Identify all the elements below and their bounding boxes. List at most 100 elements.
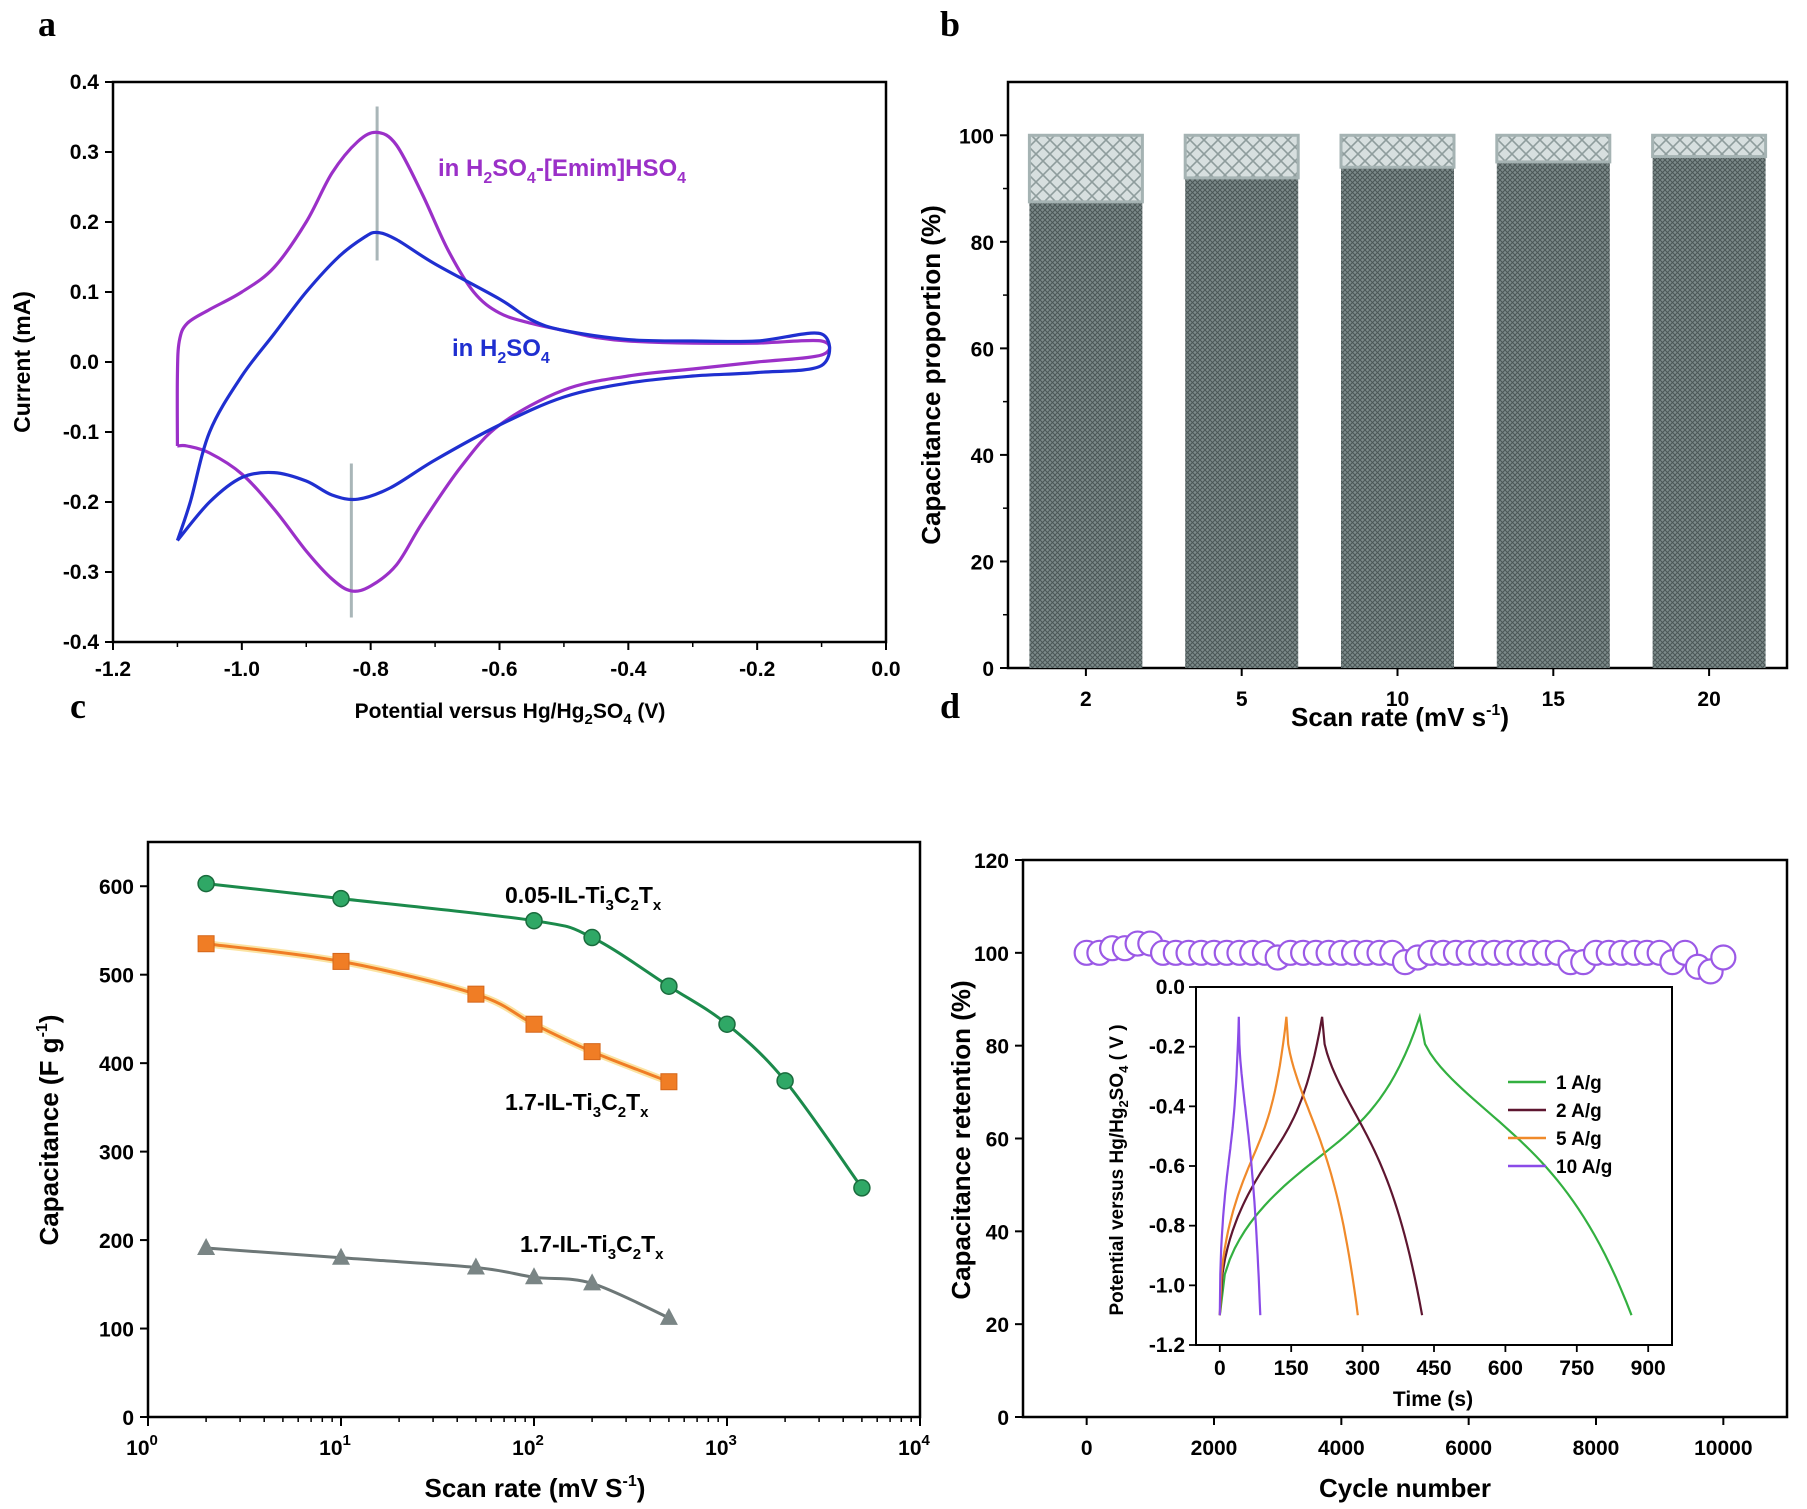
c-ytick-label: 600 [99,876,134,899]
a-ytick-label: 0.0 [70,351,99,374]
c-x-t2: -1 [623,1473,637,1490]
panel-letter-d: d [940,686,960,726]
c-l2-s1: 3 [608,1246,616,1263]
di-ytick-label: -0.8 [1149,1215,1186,1238]
b-xtick-label: 10 [1386,688,1409,711]
c-point-square [332,952,350,970]
a-il-t5: -[Emim]HSO [536,155,677,182]
panel-d-inset-ticks: 0 150 300 450 600 750 900 -1.2 -1.0 -0.8 -0.6 -0.4 -… [1149,976,1666,1380]
c-l1-main: 1.7-IL-Ti [505,1089,593,1115]
d-xtick-label: 0 [1081,1437,1093,1460]
panel-b-ticks: 0 20 40 60 80 100 [959,125,1008,681]
c-x-t1: Scan rate (mV S [425,1473,623,1503]
b-ytick-label: 100 [959,125,994,148]
c-l0-s3: x [653,897,662,914]
di-ytick-label: -1.2 [1149,1334,1185,1357]
c-l0-s1: 3 [606,897,614,914]
d-ytick-label: 100 [974,943,1009,966]
a-h-t4: 4 [541,350,550,367]
di-y-t1: Potential versus Hg/Hg [1107,1108,1128,1316]
d-ytick-label: 20 [986,1314,1009,1337]
c-l2-m2: T [641,1231,655,1257]
panel-c-label-0: 0.05-IL-Ti3C2Tx [505,882,662,914]
a-xtick-label: -0.2 [739,658,775,681]
di-y-t3: SO [1107,1073,1128,1100]
panel-c-plot [197,874,871,1325]
b-xtick-label: 2 [1080,688,1092,711]
panel-a-ylabel: Current (mA) [9,291,35,433]
c-point-circle [718,1015,736,1033]
c-point-triangle [197,1238,216,1256]
c-point-circle [583,928,601,947]
c-xtick-label: 100 [126,1432,158,1460]
b-x-t3: ) [1500,702,1509,732]
c-point-square [467,985,485,1003]
a-il-t1: in H [438,155,483,182]
d-xtick-label: 4000 [1318,1437,1365,1460]
c-point-square [197,935,215,953]
di-xtick-label: 150 [1274,1357,1309,1380]
a-h-t2: 2 [497,350,506,367]
c-y-t3: ) [34,1015,64,1024]
panel-c-xlabel: Scan rate (mV S-1) [425,1473,646,1503]
di-xtick-label: 0 [1214,1357,1226,1380]
a-series-h2so4-line [175,230,832,542]
di-ytick-label: -1.0 [1149,1274,1185,1297]
c-xtick-base: 10 [126,1437,149,1460]
b-bar-lower [1496,161,1610,668]
c-l1-s2: 2 [618,1104,626,1121]
c-xtick-exp: 0 [150,1432,158,1449]
a-ytick-label: -0.1 [63,421,100,444]
di-xtick-label: 900 [1631,1357,1666,1380]
b-ytick-label: 60 [971,338,994,361]
b-bar-lower [1185,177,1299,668]
c-ytick-label: 400 [99,1053,134,1076]
di-ytick-label: -0.2 [1149,1036,1185,1059]
c-l2-m1: C [616,1231,633,1257]
a-il-t4: 4 [527,170,536,187]
panel-d-inset-plot [1218,1012,1633,1316]
b-bar-lower [1341,167,1454,668]
c-xtick-exp: 4 [922,1432,931,1449]
c-xtick-exp: 3 [729,1432,737,1449]
panel-a-xlabel: Potential versus Hg/Hg2SO4 (V) [355,700,666,728]
panel-letter-a: a [38,4,56,44]
c-ytick-label: 200 [99,1230,134,1253]
c-xtick-exp: 2 [536,1432,544,1449]
c-l0-main: 0.05-IL-Ti [505,882,606,908]
b-x-t2: -1 [1486,702,1500,719]
b-ytick-label: 40 [971,445,994,468]
a-x-t2: 2 [585,711,593,728]
d-xtick-label: 6000 [1445,1437,1492,1460]
di-series-line-3 [1218,1016,1262,1316]
c-point-square [583,1043,601,1061]
c-y-t1: Capacitance (F g [34,1037,64,1245]
c-l1-s3: x [640,1104,649,1121]
c-ytick-label: 300 [99,1142,134,1165]
a-xtick-label: 0.0 [871,658,900,681]
a-il-t3: SO [492,155,527,182]
b-bar-upper [1183,133,1300,180]
di-legend-label: 1 A/g [1556,1073,1602,1094]
a-il-t2: 2 [483,170,492,187]
c-series-line-1 [205,942,670,1084]
di-ytick-label: 0.0 [1156,976,1185,999]
c-point-square [525,1015,543,1033]
b-bar-upper [1495,133,1612,164]
c-ytick-label: 100 [99,1319,134,1342]
c-series-line-2 [205,1246,670,1320]
c-xtick-base: 10 [898,1437,921,1460]
c-xtick-base: 10 [319,1437,342,1460]
c-l0-s2: 2 [631,897,639,914]
b-bar-lower [1029,201,1143,668]
panel-d-ylabel: Capacitance retention (%) [946,980,976,1299]
a-ytick-label: -0.3 [63,561,99,584]
d-xtick-label: 10000 [1694,1437,1752,1460]
a-ytick-label: 0.3 [70,141,99,164]
c-point-triangle [332,1247,350,1265]
di-xtick-label: 300 [1345,1357,1380,1380]
c-point-circle [853,1179,871,1197]
panel-c-ylabel: Capacitance (F g-1) [34,1015,64,1246]
